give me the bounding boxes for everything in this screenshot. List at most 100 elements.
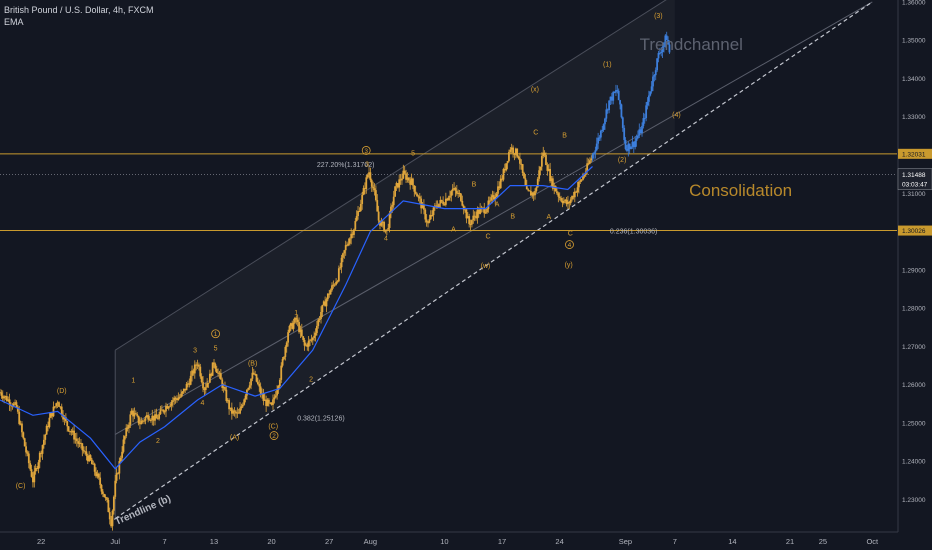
candle-body (443, 204, 446, 206)
candle-body (97, 473, 100, 478)
indicator-name[interactable]: EMA (4, 17, 24, 27)
wave-label: 1 (294, 310, 298, 317)
candle-body (62, 414, 65, 420)
candle-body (353, 229, 355, 235)
candle-body (296, 319, 299, 323)
candle-body (582, 176, 584, 180)
candle-body (554, 185, 557, 192)
candle-body (650, 86, 653, 92)
candle-body (512, 147, 514, 154)
wave-label: 2 (309, 377, 313, 384)
candle-body (265, 399, 268, 406)
candle-body (357, 211, 359, 217)
candle-body (601, 129, 604, 131)
candle-body (272, 399, 274, 405)
candle-body (344, 245, 347, 251)
candle-body (165, 406, 167, 412)
candle-body (631, 141, 634, 147)
candle-body (403, 170, 406, 174)
candle-body (446, 198, 449, 201)
candle-body (455, 190, 458, 194)
candle-body (667, 39, 669, 45)
candle-body (608, 100, 610, 111)
candle-body (139, 423, 141, 425)
candle-body (119, 457, 122, 462)
candle-body (394, 186, 396, 197)
wave-circle (211, 329, 221, 339)
candle-body (425, 219, 428, 223)
candle-body (311, 337, 314, 340)
wave-label: (D) (57, 388, 67, 395)
candle-body (497, 186, 499, 194)
candle-body (276, 390, 279, 396)
candle-body (14, 402, 16, 404)
candle-body (288, 325, 291, 333)
candle-body (317, 319, 320, 326)
wave-label: 1 (131, 378, 135, 385)
candle-body (51, 413, 54, 417)
candle-body (351, 233, 354, 235)
candle-body (634, 140, 637, 148)
candle-body (307, 340, 310, 347)
candle-body (287, 332, 289, 343)
candle-body (250, 378, 252, 386)
candle-body (121, 451, 123, 458)
candle-body (417, 196, 420, 198)
candle-body (331, 285, 333, 291)
candle-body (524, 178, 527, 186)
candle-body (591, 154, 594, 159)
candle-body (664, 35, 667, 43)
candle-body (396, 183, 399, 188)
candle-body (137, 415, 140, 424)
wave-label: B (472, 182, 477, 189)
time-tick-label: 25 (819, 537, 827, 546)
candle-body (458, 192, 461, 194)
candle-body (303, 339, 306, 346)
candle-body (262, 394, 265, 401)
candle-body (521, 164, 524, 173)
candle-body (173, 397, 176, 401)
candle-body (472, 215, 475, 221)
candle-body (67, 426, 70, 431)
candle-body (427, 222, 429, 224)
candle-body (657, 53, 660, 59)
candle-body (63, 417, 66, 420)
candle-body (257, 381, 259, 385)
price-tick-label: 1.34000 (902, 76, 926, 83)
candle-body (88, 455, 91, 462)
candle-body (328, 293, 331, 295)
time-tick-label: 20 (267, 537, 275, 546)
trendline-b (114, 1, 873, 520)
candle-body (289, 323, 292, 326)
candle-body (359, 203, 362, 212)
candle-body (277, 386, 280, 391)
candle-body (230, 407, 233, 414)
candle-body (540, 156, 543, 167)
candle-body (274, 395, 277, 398)
candle-body (421, 204, 424, 209)
candle-body (597, 137, 600, 144)
candle-body (321, 304, 324, 313)
candle-body (156, 418, 159, 420)
candle-body (643, 118, 646, 120)
candle-body (598, 137, 601, 139)
wave-label: B (510, 213, 515, 220)
candle-body (567, 201, 569, 205)
candle-body (370, 180, 373, 187)
candle-body (89, 455, 92, 460)
candle-body (16, 407, 19, 412)
price-tick-label: 1.28000 (902, 306, 926, 313)
candle-body (374, 190, 377, 201)
candle-body (207, 382, 210, 384)
time-tick-label: 7 (163, 537, 167, 546)
candle-body (273, 397, 276, 400)
candle-body (487, 200, 490, 209)
time-tick-label: 22 (37, 537, 45, 546)
candle-body (383, 222, 386, 232)
candle-body (240, 406, 243, 409)
candle-body (575, 191, 578, 193)
candle-body (523, 172, 525, 179)
candle-body (388, 213, 391, 228)
candle-body (236, 412, 239, 414)
